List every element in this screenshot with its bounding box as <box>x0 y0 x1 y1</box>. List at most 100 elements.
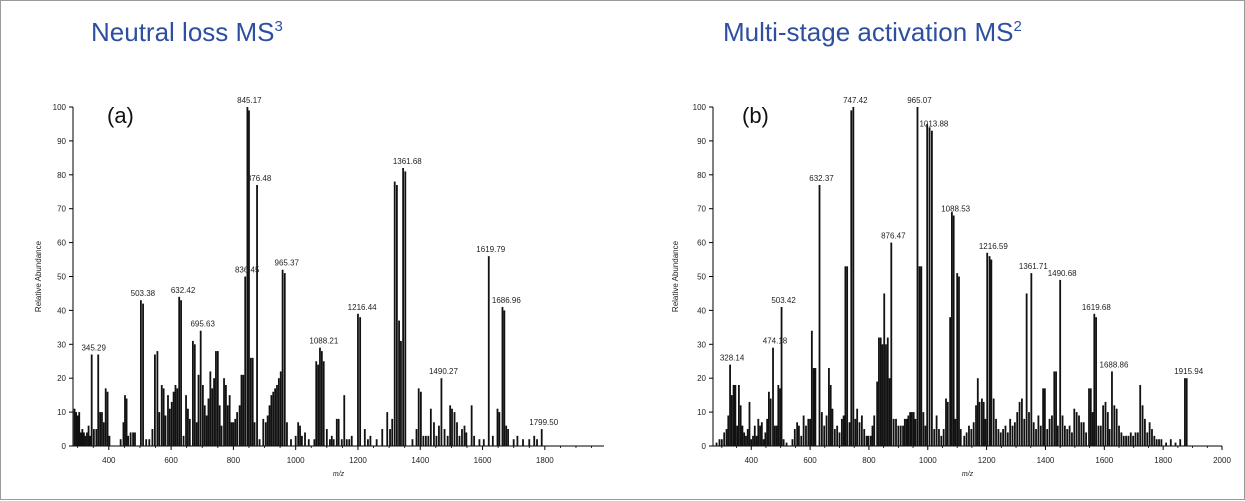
peak-a <box>446 435 449 446</box>
peak-a <box>213 378 215 446</box>
peak-b <box>741 425 744 446</box>
peak-b <box>1006 432 1009 446</box>
peak-b <box>926 123 929 446</box>
peak-a <box>238 405 241 446</box>
peak-a <box>272 391 275 446</box>
peak-b <box>990 259 993 446</box>
peak-b <box>978 401 981 446</box>
peak-a <box>381 429 384 446</box>
peak-a <box>411 439 414 446</box>
peak-b <box>764 432 767 446</box>
peak-a <box>125 398 128 446</box>
peak-b <box>791 439 794 446</box>
peak-a <box>453 412 456 446</box>
peak-a <box>279 371 282 446</box>
peak-a <box>99 412 101 446</box>
peak-a <box>264 422 267 446</box>
peak-a <box>402 168 405 446</box>
peak-b <box>940 435 943 446</box>
peak-b <box>736 425 739 446</box>
peak-b <box>1155 439 1158 446</box>
peak-b <box>863 429 866 446</box>
peak-label-b: 1088.53 <box>941 204 970 213</box>
y-tick-label-b: 50 <box>697 273 706 282</box>
peak-b <box>775 425 778 446</box>
peak-a <box>108 435 111 446</box>
peak-a <box>422 435 425 446</box>
peak-a <box>234 418 237 446</box>
peak-a <box>281 269 284 446</box>
peak-b <box>810 330 813 446</box>
peak-b <box>1037 415 1040 446</box>
peak-a <box>246 107 249 446</box>
peak-b <box>773 425 776 446</box>
peak-a <box>180 300 182 446</box>
peak-label-a: 695.63 <box>190 320 215 329</box>
peak-b <box>829 384 832 446</box>
peak-a <box>270 395 273 446</box>
peak-b <box>718 439 721 446</box>
peak-b <box>963 435 966 446</box>
peak-b <box>954 418 957 446</box>
peak-b <box>905 418 908 446</box>
y-tick-label-b: 0 <box>702 442 707 451</box>
peak-b <box>828 368 830 446</box>
peak-label-a: 345.29 <box>81 343 106 352</box>
peak-b <box>860 415 863 446</box>
peak-b <box>734 384 737 446</box>
peak-a <box>197 374 200 446</box>
peak-label-b: 1688.86 <box>1100 360 1129 369</box>
peak-b <box>965 432 968 446</box>
peak-label-b: 876.47 <box>881 232 906 241</box>
peak-b <box>766 418 769 446</box>
peak-a <box>277 378 280 446</box>
peak-b <box>1153 435 1156 446</box>
peak-b <box>818 184 821 446</box>
peak-b <box>1148 422 1151 446</box>
peak-a <box>187 408 189 446</box>
peak-label-b: 965.07 <box>907 96 932 105</box>
peak-a <box>329 439 331 446</box>
peak-label-b: 474.18 <box>763 337 788 346</box>
peak-a <box>240 374 243 446</box>
y-axis-label-b: Relative Abundance <box>671 240 680 312</box>
peak-b <box>1073 408 1076 446</box>
peak-a <box>389 429 391 446</box>
peak-b <box>922 412 925 446</box>
peak-b <box>1002 429 1005 446</box>
peak-b <box>945 398 947 446</box>
peak-b <box>912 412 915 446</box>
peak-a <box>266 415 269 446</box>
peak-b <box>1032 422 1035 446</box>
peak-b <box>1071 432 1073 446</box>
peak-b <box>782 439 785 446</box>
peak-b <box>895 418 897 446</box>
peak-a <box>86 432 88 446</box>
peak-a <box>205 415 208 446</box>
peak-b <box>992 398 995 446</box>
peak-a <box>89 435 92 446</box>
peak-b <box>831 408 834 446</box>
x-tick-label-b: 2000 <box>1213 456 1231 465</box>
peak-b <box>814 368 817 446</box>
peak-b <box>867 435 870 446</box>
peak-b <box>1048 418 1051 446</box>
y-tick-label-a: 80 <box>57 171 66 180</box>
peak-b <box>888 378 891 446</box>
peak-a <box>491 435 494 446</box>
peak-b <box>1111 371 1113 446</box>
y-tick-label-b: 60 <box>697 239 706 248</box>
peak-a <box>429 408 432 446</box>
peak-a <box>195 422 198 446</box>
peak-b <box>798 425 800 446</box>
peak-b <box>976 378 979 446</box>
peak-b <box>1035 429 1037 446</box>
peak-a <box>400 340 402 446</box>
peak-a <box>487 256 490 446</box>
peak-b <box>871 425 874 446</box>
peak-b <box>1082 422 1085 446</box>
y-tick-label-b: 40 <box>697 306 706 315</box>
peak-a <box>482 439 485 446</box>
peak-b <box>942 429 945 446</box>
